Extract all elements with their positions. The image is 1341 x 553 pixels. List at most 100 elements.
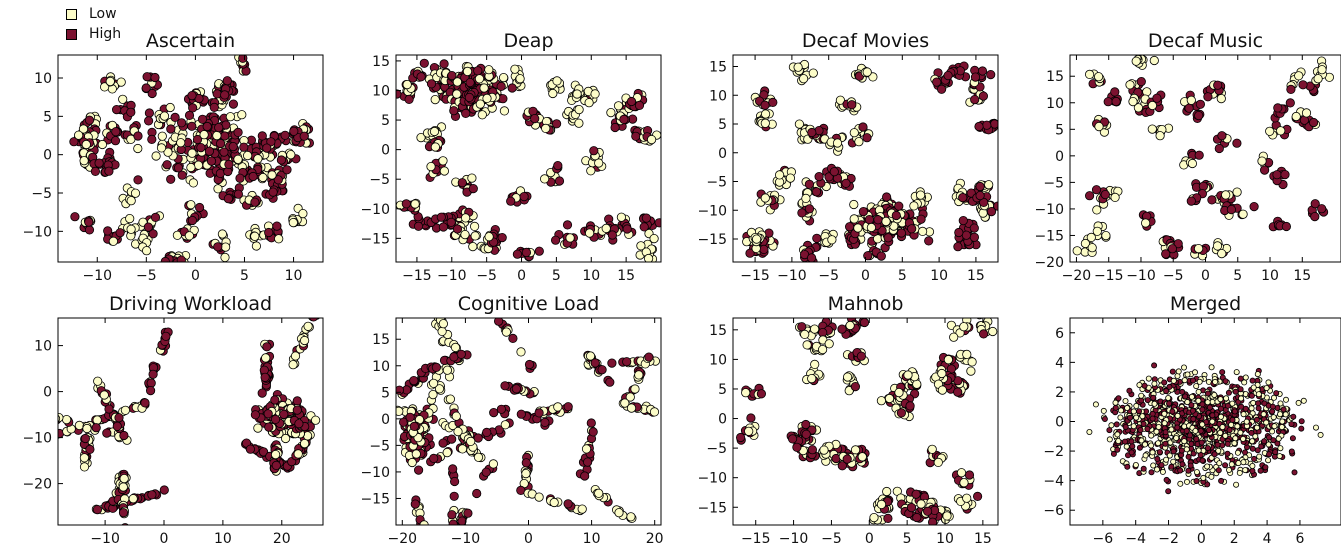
data-point — [845, 320, 855, 331]
data-point — [1141, 218, 1151, 228]
data-point — [1166, 383, 1173, 390]
data-point — [819, 445, 829, 455]
data-point — [759, 90, 769, 100]
data-point — [176, 138, 186, 148]
data-point — [1217, 405, 1224, 412]
data-point — [411, 449, 421, 459]
data-point — [1232, 435, 1239, 442]
data-point — [1294, 71, 1304, 81]
data-point — [499, 106, 509, 116]
y-tick-label: −10 — [22, 224, 52, 240]
data-point — [314, 302, 322, 310]
data-point — [841, 178, 851, 188]
data-point — [810, 359, 820, 370]
data-point — [1186, 432, 1193, 439]
chart-decaf-music: −20 −15 −10 −5 0 5 10 15−20−15−10−5051015Decaf … — [1034, 30, 1341, 284]
data-point — [303, 321, 313, 331]
data-point — [228, 142, 238, 152]
data-point — [1216, 460, 1223, 467]
data-point — [270, 395, 280, 405]
x-tick-label: 5 — [240, 268, 249, 284]
data-point — [446, 217, 456, 227]
data-point — [438, 319, 449, 329]
data-point — [918, 226, 928, 236]
data-point — [197, 114, 208, 124]
data-point — [1214, 143, 1224, 154]
data-point — [654, 218, 661, 228]
data-point — [1231, 440, 1238, 447]
data-point — [552, 119, 562, 129]
data-point — [589, 146, 599, 156]
data-point — [1127, 414, 1134, 421]
data-point — [916, 214, 926, 224]
data-point — [209, 102, 219, 113]
data-point — [540, 417, 550, 427]
data-point — [438, 156, 448, 166]
data-point — [221, 242, 231, 252]
data-point — [286, 150, 296, 160]
data-point — [224, 159, 234, 169]
data-point — [222, 76, 232, 86]
data-point — [863, 251, 873, 261]
data-point — [1222, 378, 1229, 385]
data-point — [1254, 447, 1261, 454]
data-point — [794, 119, 805, 129]
y-tick-label: 0 — [381, 143, 390, 159]
x-tick-label: −5 — [818, 268, 839, 284]
data-point — [883, 513, 893, 523]
data-point — [1091, 185, 1102, 195]
data-point — [521, 458, 531, 468]
data-point — [159, 485, 169, 495]
data-point — [418, 524, 425, 525]
data-point — [849, 214, 859, 224]
data-point — [1161, 410, 1168, 417]
data-point — [953, 387, 963, 397]
data-point — [290, 351, 301, 361]
data-point — [1198, 439, 1205, 446]
data-point — [850, 382, 860, 392]
data-point — [144, 108, 154, 118]
data-point — [233, 127, 243, 138]
data-point — [405, 412, 415, 422]
data-point — [1183, 446, 1190, 453]
data-point — [1168, 426, 1175, 433]
data-point — [253, 154, 263, 164]
data-point — [962, 493, 972, 503]
y-tick-label: −5 — [706, 175, 727, 191]
data-point — [614, 508, 624, 518]
data-point — [1194, 244, 1204, 254]
data-point — [534, 246, 544, 256]
data-point — [1217, 249, 1227, 259]
data-point — [104, 166, 114, 176]
data-point — [1139, 413, 1146, 420]
data-point — [457, 516, 467, 525]
data-point — [268, 187, 278, 197]
data-point — [1094, 122, 1104, 132]
data-point — [978, 329, 989, 339]
data-point — [563, 402, 573, 412]
x-tick-label: 10 — [1261, 268, 1279, 284]
data-point — [1212, 241, 1223, 251]
data-point — [1213, 80, 1223, 90]
data-point — [1272, 170, 1282, 180]
data-point — [235, 173, 245, 183]
chart-title: Deap — [503, 30, 553, 52]
data-point — [416, 133, 426, 143]
data-point — [125, 214, 135, 224]
data-point — [581, 444, 592, 454]
data-point — [585, 351, 596, 361]
data-point — [1225, 389, 1232, 396]
data-point — [884, 393, 895, 404]
data-point — [1169, 408, 1176, 415]
data-point — [1234, 423, 1241, 430]
data-point — [74, 130, 84, 140]
data-point — [220, 131, 230, 141]
data-point — [1317, 204, 1327, 214]
data-point — [165, 261, 170, 262]
data-point — [438, 222, 449, 232]
data-point — [1189, 407, 1196, 414]
data-point — [534, 492, 544, 502]
data-point — [1206, 404, 1213, 411]
y-tick-label: 0 — [381, 412, 390, 428]
